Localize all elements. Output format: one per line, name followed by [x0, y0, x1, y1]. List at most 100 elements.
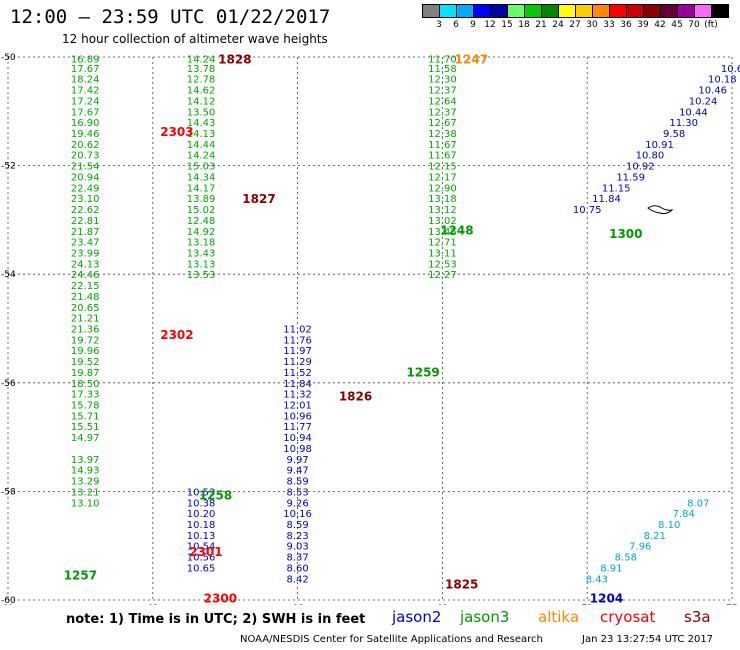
wave-height-value: 10.16 — [283, 509, 312, 520]
y-tick-label: -54 — [1, 270, 16, 280]
wave-height-value: 11.84 — [283, 379, 312, 390]
colorbar-label: 39 — [637, 20, 649, 30]
wave-height-value: 9.03 — [286, 542, 308, 553]
wave-height-value: 14.44 — [187, 140, 216, 151]
colorbar-swatch — [711, 4, 729, 18]
wave-height-value: 10.18 — [708, 75, 737, 86]
pass-time-label: 1248 — [440, 224, 473, 238]
wave-height-value: 9.58 — [663, 129, 685, 140]
legend-entry-cryosat: cryosat — [600, 608, 656, 626]
wave-height-value: 11.67 — [428, 140, 457, 151]
wave-height-value: 11.59 — [616, 172, 645, 183]
wave-height-value: 12.78 — [187, 75, 216, 86]
wave-height-value: 12.64 — [428, 96, 457, 107]
wave-height-value: 12.37 — [428, 86, 457, 97]
wave-height-value: 12.67 — [428, 118, 457, 129]
wave-height-value: 8.37 — [286, 553, 308, 564]
map-title: 12:00 – 23:59 UTC 01/22/2017 — [10, 6, 331, 28]
wave-height-value: 13.18 — [187, 238, 216, 249]
wave-height-value: 17.67 — [71, 107, 100, 118]
wave-height-value: 8.58 — [615, 553, 637, 564]
wave-height-value: 24.13 — [71, 259, 100, 270]
x-tick-label: 72 — [581, 604, 592, 605]
wave-height-value: 13.13 — [187, 259, 216, 270]
colorbar-label: 30 — [586, 20, 598, 30]
y-tick-label: -56 — [1, 379, 16, 389]
wave-height-value: 20.94 — [71, 172, 100, 183]
wave-height-value: 21.87 — [71, 227, 100, 238]
wave-height-value: 11.97 — [283, 346, 312, 357]
wave-height-value: 13.78 — [187, 64, 216, 75]
pass-time-label: 1247 — [455, 53, 488, 67]
colorbar-label: 70 — [688, 20, 700, 30]
wave-height-value: 14.62 — [187, 86, 216, 97]
wave-height-value: 20.65 — [71, 303, 100, 314]
wave-height-value: 14.93 — [71, 466, 100, 477]
wave-height-value: 19.72 — [71, 335, 100, 346]
pass-time-label: 1828 — [218, 53, 251, 67]
wave-height-value: 17.24 — [71, 96, 100, 107]
wave-height-value: 8.42 — [286, 574, 308, 585]
wave-height-value: 10.46 — [698, 86, 727, 97]
wave-height-value: 14.34 — [187, 172, 216, 183]
colorbar-label: 36 — [620, 20, 632, 30]
pass-time-label: 1257 — [64, 568, 97, 582]
wave-height-value: 11.30 — [669, 118, 698, 129]
wave-height-value: 10.53 — [187, 487, 216, 498]
wave-height-value: 12.01 — [283, 401, 312, 412]
colorbar — [422, 4, 729, 18]
wave-height-value: 11.67 — [428, 151, 457, 162]
wave-height-value: 13.12 — [428, 205, 457, 216]
x-tick-label: 69 — [437, 604, 449, 605]
wave-height-value: 14.13 — [187, 129, 216, 140]
colorbar-label: 24 — [552, 20, 564, 30]
wave-height-value: 17.33 — [71, 390, 100, 401]
wave-height-value: 20.73 — [71, 151, 100, 162]
pass-time-label: 1258 — [199, 489, 232, 503]
colorbar-label: 9 — [470, 20, 476, 30]
wave-height-value: 12.53 — [428, 259, 457, 270]
wave-height-value: 10.75 — [573, 205, 602, 216]
wave-height-value: 18.24 — [71, 75, 100, 86]
colorbar-labels: 3 6 9 12 15 18 21 24 27 30 33 36 39 42 45 70 (ft) — [422, 20, 740, 34]
wave-height-value: 10.54 — [187, 542, 216, 553]
wave-height-value: 21.21 — [71, 314, 100, 325]
colorbar-label: 45 — [671, 20, 683, 30]
wave-height-value: 12.71 — [428, 238, 457, 249]
pass-time-label: 2303 — [160, 125, 193, 139]
wave-height-value: 10.65 — [187, 563, 216, 574]
wave-height-value: 13.89 — [187, 194, 216, 205]
wave-height-value: 9.97 — [286, 455, 308, 466]
wave-height-value: 13.43 — [187, 248, 216, 259]
wave-height-value: 8.10 — [658, 520, 680, 531]
wave-height-value: 15.02 — [187, 205, 216, 216]
wave-height-value: 22.81 — [71, 216, 100, 227]
wave-height-value: 10.91 — [645, 140, 674, 151]
wave-height-value: 8.60 — [286, 563, 308, 574]
colorbar-label: 15 — [501, 20, 513, 30]
wave-height-value: 11.29 — [283, 357, 312, 368]
colorbar-label: 21 — [535, 20, 547, 30]
y-tick-label: -58 — [1, 487, 16, 497]
x-tick-label: 60 — [2, 604, 14, 605]
pass-time-label: 1825 — [445, 578, 478, 592]
wave-height-value: 14.17 — [187, 183, 216, 194]
wave-height-value: 10.6 — [721, 64, 740, 75]
wave-height-value: 14.43 — [187, 118, 216, 129]
wave-height-value: 11.32 — [283, 390, 312, 401]
timestamp-text: Jan 23 13:27:54 UTC 2017 — [582, 634, 714, 645]
wave-height-value: 11.52 — [283, 368, 312, 379]
wave-height-value: 15.71 — [71, 411, 100, 422]
legend-entry-s3a: s3a — [684, 608, 711, 626]
wave-height-value: 11.02 — [283, 325, 312, 336]
wave-height-value: 12.48 — [187, 216, 216, 227]
wave-height-value: 13.45 — [428, 227, 457, 238]
pass-time-label: 1204 — [590, 591, 623, 605]
wave-height-value: 13.18 — [428, 194, 457, 205]
wave-height-value: 13.50 — [187, 107, 216, 118]
wave-height-value: 10.38 — [187, 498, 216, 509]
wave-height-value: 16.89 — [71, 55, 100, 66]
wave-height-value: 21.54 — [71, 162, 100, 173]
wave-height-value: 10.13 — [187, 531, 216, 542]
y-tick-label: -52 — [1, 162, 16, 172]
